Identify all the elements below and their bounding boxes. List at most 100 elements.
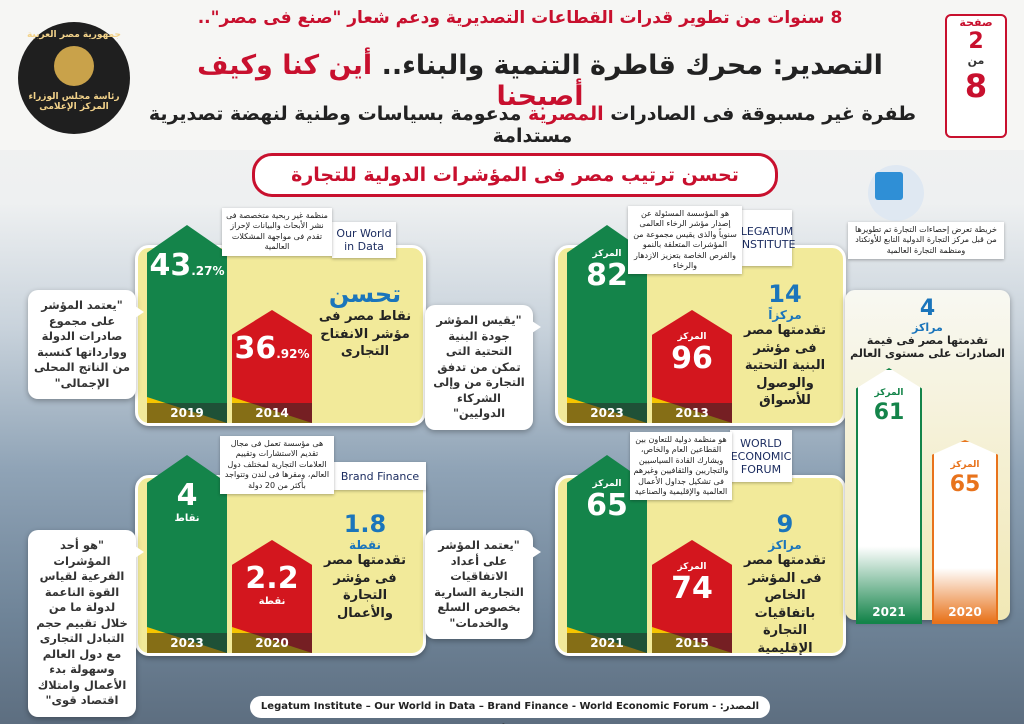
bar-value: 4 نقاط bbox=[147, 479, 227, 525]
header-band bbox=[0, 0, 1024, 150]
bar: المركز 74 2015 bbox=[652, 540, 732, 653]
quote-pointer bbox=[529, 319, 541, 335]
headline: 1.8 نقطة تقدمتها مصر فى مؤشر التجارة والأع… bbox=[317, 510, 413, 622]
quote-pointer bbox=[132, 544, 144, 560]
source-description: خريطة تعرض إحصاءات التجارة تم تطويرها من… bbox=[848, 222, 1004, 260]
source-logo: Our World in Data bbox=[332, 222, 396, 258]
value: 74 bbox=[671, 571, 713, 606]
bar: المركز 61 2021 bbox=[856, 368, 922, 624]
bar-base-dark bbox=[147, 633, 227, 653]
bar: 2.2 نقطة 2020 bbox=[232, 540, 312, 653]
subtitle-part: المصرية bbox=[528, 103, 604, 125]
bar-value: المركز 65 bbox=[567, 479, 647, 523]
bar-base-dark bbox=[232, 633, 312, 653]
bar-value: المركز 82 bbox=[567, 249, 647, 293]
headline-value: 1.8 bbox=[343, 510, 387, 538]
value: 82 bbox=[586, 258, 628, 293]
bar-label: المركز bbox=[592, 479, 622, 489]
page-counter: صفحة 2 من 8 bbox=[945, 14, 1007, 138]
footer-label: المصدر: bbox=[719, 701, 760, 712]
headline-unit: مراكز bbox=[912, 321, 943, 334]
bar-year: 2023 bbox=[590, 406, 624, 420]
bar-number: 61 bbox=[873, 400, 905, 425]
headline-text: تقدمتها مصر فى مؤشر التجارة والأعمال bbox=[323, 553, 407, 621]
bar-label: المركز bbox=[874, 388, 904, 398]
value: 65 bbox=[586, 488, 628, 523]
of-label: من bbox=[967, 54, 985, 67]
headline: 4 مراكز تقدمتها مصر فى قيمة الصادرات على م… bbox=[850, 296, 1005, 360]
headline-text: نقاط مصر فى مؤشر الانفتاح التجارى bbox=[318, 309, 412, 360]
bar-number: 36.92% bbox=[232, 332, 312, 371]
bar-value: 43.27% bbox=[147, 249, 227, 288]
footer: المصدر: Legatum Institute – Our World in… bbox=[250, 696, 770, 724]
headline-unit: نقطة bbox=[348, 538, 382, 552]
page-label: صفحة bbox=[959, 16, 993, 29]
logo-text: المركز الإعلامى bbox=[39, 102, 109, 112]
source-description: هو منظمة دولية للتعاون بين القطاعين العا… bbox=[630, 432, 732, 501]
bar-year: 2013 bbox=[675, 406, 709, 420]
logo-text: جمهورية مصر العربية bbox=[26, 30, 122, 40]
quote-pointer bbox=[132, 304, 144, 320]
bar: 4 نقاط 2023 bbox=[147, 455, 227, 653]
bar-number: 4 bbox=[147, 479, 227, 513]
quote: "هو أحد المؤشرات الفرعية لقياس القوة الن… bbox=[28, 530, 136, 717]
value: 96 bbox=[671, 341, 713, 376]
source-logo: LEGATUM INSTITUTE bbox=[739, 210, 795, 266]
quote: "يقيس المؤشر جودة البنية التحتية التى تم… bbox=[425, 305, 533, 430]
kicker: 8 سنوات من تطوير قدرات القطاعات التصديري… bbox=[197, 8, 843, 28]
bar: 36.92% 2014 bbox=[232, 310, 312, 423]
headline-value: 14 bbox=[768, 280, 802, 308]
headline-value: 4 bbox=[919, 296, 936, 321]
bar-base-dark bbox=[652, 633, 732, 653]
headline-value: 9 bbox=[776, 510, 794, 538]
subtitle-part: مدعومة بسياسات وطنية لنهضة تصديرية مستدا… bbox=[148, 103, 573, 147]
value-suffix: .27% bbox=[191, 264, 225, 278]
page-number: 2 bbox=[968, 29, 984, 54]
value: 43 bbox=[149, 248, 192, 283]
bar-year: 2014 bbox=[255, 406, 289, 420]
headline-value: تحسن bbox=[328, 280, 402, 308]
source-logo: Brand Finance bbox=[334, 462, 426, 490]
headline-text: تقدمتها مصر فى المؤشر الخاص باتفاقيات ال… bbox=[743, 553, 827, 656]
bar: المركز 96 2013 bbox=[652, 310, 732, 423]
footer-sources: Legatum Institute – Our World in Data – … bbox=[260, 701, 717, 724]
source-logo: WORLD ECONOMIC FORUM bbox=[730, 430, 792, 482]
bar-year: 2019 bbox=[170, 406, 204, 420]
title: التصدير: محرك قاطرة التنمية والبناء.. أي… bbox=[150, 50, 930, 112]
title-part: أين كنا وكيف أصبحنا bbox=[197, 50, 584, 112]
headline: 9 مراكز تقدمتها مصر فى المؤشر الخاص باتفاق… bbox=[737, 510, 833, 657]
bar-label: المركز bbox=[950, 460, 980, 470]
bar-value: المركز 74 bbox=[652, 562, 732, 606]
bar-value: 36.92% bbox=[232, 332, 312, 371]
headline: تحسن نقاط مصر فى مؤشر الانفتاح التجارى bbox=[317, 280, 413, 361]
bar-year: 2020 bbox=[948, 605, 982, 619]
bar-year: 2023 bbox=[170, 636, 204, 650]
bar-year: 2015 bbox=[675, 636, 709, 650]
trade-map-icon-inner bbox=[875, 172, 903, 200]
bar-number: 2.2 bbox=[232, 562, 312, 596]
bar-number: 74 bbox=[652, 572, 732, 606]
bar-base-dark bbox=[567, 403, 647, 423]
bar-number: 65 bbox=[949, 472, 981, 497]
value: 2.2 bbox=[245, 561, 299, 596]
page-total: 8 bbox=[964, 67, 988, 105]
quote: "يعتمد المؤشر على أعداد الاتفاقيات التجا… bbox=[425, 530, 533, 640]
value-suffix: .92% bbox=[276, 347, 310, 361]
bar-number: 43.27% bbox=[147, 249, 227, 288]
headline-unit: مركزاً bbox=[768, 308, 802, 322]
logo-emblem bbox=[54, 46, 94, 86]
bar: المركز 65 2020 bbox=[932, 440, 998, 624]
section-title: تحسن ترتيب مصر فى المؤشرات الدولية للتجا… bbox=[252, 153, 778, 197]
subtitle-part: طفرة غير مسبوقة فى الصادرات bbox=[610, 103, 917, 125]
value: 4 bbox=[176, 478, 198, 513]
headline-text: تقدمتها مصر فى مؤشر البنية التحتية والوص… bbox=[743, 323, 827, 409]
bar-year: 2020 bbox=[255, 636, 289, 650]
bar-number: 82 bbox=[567, 259, 647, 293]
source-description: هو المؤسسة المسئولة عن إصدار مؤشر الرخاء… bbox=[628, 206, 742, 275]
source-description: هى مؤسسة تعمل فى مجال تقديم الاستشارات و… bbox=[220, 436, 334, 494]
bar-number: 96 bbox=[652, 342, 732, 376]
bar-value: 2.2 نقطة bbox=[232, 562, 312, 608]
bar-label: المركز bbox=[677, 562, 707, 572]
bar-number: 65 bbox=[567, 489, 647, 523]
